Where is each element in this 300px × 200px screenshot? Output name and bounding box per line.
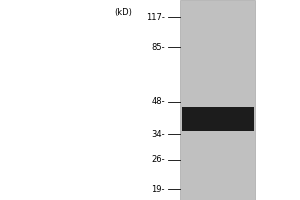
Text: 117-: 117-: [146, 13, 165, 22]
Text: 26-: 26-: [152, 155, 165, 164]
Text: (kD): (kD): [114, 8, 132, 17]
Bar: [182, 107, 254, 131]
Text: 85-: 85-: [152, 43, 165, 52]
Text: 48-: 48-: [152, 97, 165, 106]
Text: 34-: 34-: [152, 130, 165, 139]
Text: 19-: 19-: [152, 185, 165, 194]
Bar: [180, 0, 255, 200]
